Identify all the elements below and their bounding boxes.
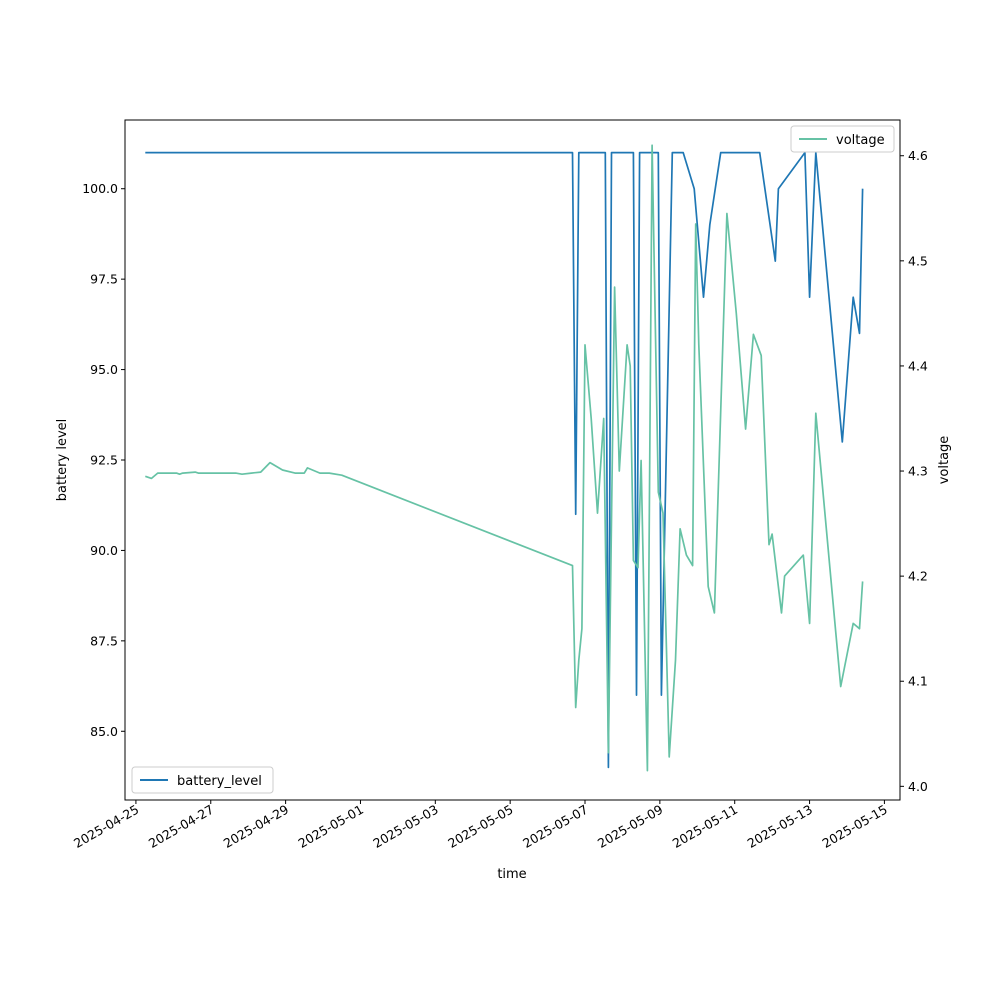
y-right-tick-label: 4.1	[908, 674, 928, 689]
series-layer	[145, 144, 864, 772]
y-right-tick-label: 4.3	[908, 464, 928, 479]
legend-battery-level-box	[131, 766, 274, 794]
series-line-voltage	[145, 144, 864, 772]
legend-voltage-label: voltage	[836, 133, 885, 148]
legend-battery-level-label: battery_level	[177, 774, 262, 789]
y-right-tick-label: 4.5	[908, 253, 928, 268]
y-right-tick-label: 4.4	[908, 358, 928, 373]
y-left-tick-label: 90.0	[90, 543, 118, 558]
y-right-tick-label: 4.0	[908, 779, 928, 794]
y-left-tick-label: 87.5	[90, 633, 118, 648]
y-left-tick-label: 92.5	[90, 453, 118, 468]
x-axis-label: time	[497, 867, 526, 882]
y-left-tick-label: 85.0	[90, 724, 118, 739]
y-right-tick-label: 4.2	[908, 569, 928, 584]
series-line-battery-level	[145, 151, 864, 769]
y-left-tick-label: 100.0	[82, 181, 118, 196]
y-right-tick-label: 4.6	[908, 148, 928, 163]
legend-voltage-box	[790, 125, 895, 153]
y-left-tick-label: 95.0	[90, 362, 118, 377]
y-left-axis-label: battery level	[55, 419, 70, 502]
y-left-tick-label: 97.5	[90, 272, 118, 287]
legend-battery-level: battery_level	[131, 766, 274, 794]
y-right-axis-label: voltage	[937, 436, 952, 485]
legend-voltage: voltage	[790, 125, 895, 153]
